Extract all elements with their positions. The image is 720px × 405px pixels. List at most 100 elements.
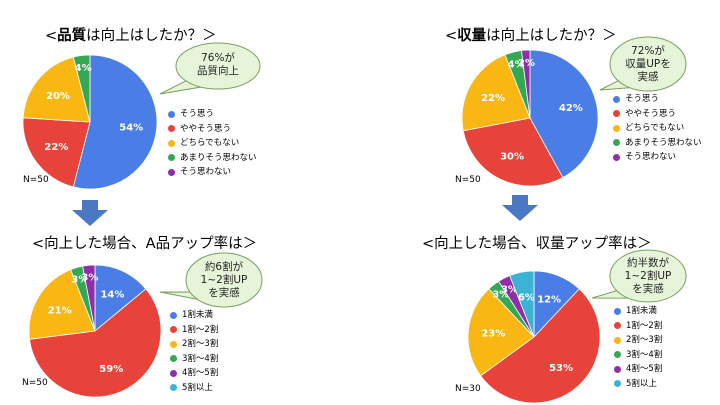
sample-size-label: N=30 — [455, 384, 481, 394]
chart-panel-quality: <品質は向上はしたか？＞ 54% 22% 20% 4% 76%が 品質向上 そう思うやや… — [0, 0, 350, 195]
slice-data-label: 3% — [81, 273, 98, 284]
sample-size-label: N=50 — [23, 175, 49, 185]
pie-slice — [480, 288, 601, 404]
slice-data-label: 3% — [71, 275, 88, 286]
legend-item: 1割～2割 — [614, 319, 662, 334]
legend-swatch — [613, 95, 620, 103]
legend-swatch — [614, 365, 621, 373]
slice-data-label: 22% — [481, 93, 505, 104]
legend-label: 3割～4割 — [626, 349, 663, 360]
legend-label: どちらでもない — [625, 123, 685, 133]
legend-label: ややそう思う — [625, 108, 677, 119]
pie-slice — [22, 56, 91, 123]
legend: 1割未満 1割～2割 2割～3割 3割～4割 4割～5割 5割以上 — [614, 304, 662, 391]
callout-joint — [203, 291, 216, 303]
legend-swatch — [168, 125, 175, 133]
pie-slice — [82, 264, 96, 332]
pie-chart: 42% 30% 22% 4%2% — [461, 49, 599, 187]
slice-data-label: 23% — [481, 329, 505, 340]
callout-ellipse — [185, 252, 263, 308]
slice-data-label: 30% — [500, 152, 524, 163]
pie-slice — [462, 117, 564, 187]
legend: 1割未満 1割～2割 2割～3割 3割～4割 4割～5割 5割以上 — [170, 308, 218, 395]
legend: そう思う ややそう思う どちらでもない あまりそう思わない そう思わない — [168, 107, 257, 180]
title-bold: 収量 — [457, 28, 487, 44]
legend-label: そう思う — [625, 94, 660, 104]
sample-size-label: N=50 — [455, 175, 481, 185]
pie-slice — [29, 288, 162, 398]
slice-data-label: 6% — [518, 292, 535, 303]
pie-slice — [94, 264, 147, 332]
legend-swatch — [614, 380, 621, 388]
legend-swatch — [168, 168, 175, 176]
slice-data-label: 12% — [537, 294, 561, 305]
chart-panel-a-grade-rate: <向上した場合、A品アップ率は＞ 14% 59% 21% 3% 3% 約6割が 1~2割U… — [0, 210, 350, 405]
legend-swatch — [614, 351, 621, 359]
legend-swatch — [614, 322, 621, 330]
callout-joint — [627, 75, 640, 87]
legend-swatch — [613, 153, 620, 161]
legend-item: あまりそう思わない — [613, 136, 702, 151]
legend-label: 4割～5割 — [626, 364, 663, 374]
pie-chart: 54% 22% 20% 4% — [22, 54, 158, 190]
sample-size-label: N=50 — [22, 378, 48, 388]
pie-slice — [467, 288, 535, 377]
legend: そう思うややそう思う どちらでもないあまりそう思わないそう思わない — [613, 92, 702, 165]
legend-label: どちらでもない — [180, 138, 240, 148]
legend-item: 1割未満 — [170, 308, 218, 323]
legend-item: 1割～2割 — [170, 323, 218, 338]
legend-item: そう思わない — [168, 165, 257, 180]
legend-item: 2割～3割 — [614, 333, 662, 348]
chart-title: <収量は向上はしたか？＞ — [445, 28, 617, 44]
legend-swatch — [613, 124, 620, 132]
legend-item: 1割未満 — [614, 304, 662, 319]
legend-item: どちらでもない — [168, 136, 257, 151]
title-bold: 品質 — [57, 28, 87, 44]
legend-item: そう思う — [613, 92, 702, 107]
pie-slice — [529, 49, 599, 179]
callout-text: 76%が 品質向上 — [197, 52, 239, 77]
legend-swatch — [170, 340, 177, 348]
legend-swatch — [170, 355, 177, 363]
chart-title: <品質は向上はしたか？＞ — [45, 28, 217, 44]
callout-joint — [627, 287, 640, 298]
chart-panel-yield: <収量は向上はしたか？＞ 42% 30% 22% 4% 2% 72%が 収量UPを 実感 そ… — [370, 0, 720, 195]
slice-data-label: 21% — [48, 306, 72, 317]
legend-label: 3割～4割 — [182, 353, 219, 364]
pie-slice — [72, 54, 91, 123]
callout-text: 約半数が 1~2割UP を実感 — [624, 257, 672, 295]
pie-chart: 14% 59% 21% 3%3% — [28, 264, 162, 398]
legend-label: あまりそう思わない — [625, 137, 702, 148]
legend-item: 5割以上 — [614, 377, 662, 392]
legend-swatch — [614, 307, 621, 315]
callout-text: 72%が 収量UPを 実感 — [625, 45, 671, 83]
legend-label: そう思う — [180, 109, 215, 119]
legend-item: そう思わない — [613, 150, 702, 165]
legend-label: 1割未満 — [626, 306, 657, 316]
chart-title: <向上した場合、A品アップ率は＞ — [32, 236, 258, 252]
legend-label: 1割未満 — [182, 310, 213, 320]
callout-bubble — [159, 42, 261, 95]
callout-bubble — [599, 36, 687, 92]
slice-data-label: 2% — [518, 58, 535, 69]
legend-item: 3割～4割 — [614, 348, 662, 363]
legend-swatch — [613, 110, 620, 118]
callout-text: 約6割が 1~2割UP を実感 — [200, 261, 248, 299]
legend-item: 2割～3割 — [170, 337, 218, 352]
slice-data-label: 53% — [549, 363, 573, 374]
slice-data-label: 3% — [492, 290, 509, 301]
legend-label: 2割～3割 — [626, 335, 663, 345]
callout-bubble — [591, 249, 687, 303]
legend-item: 3割～4割 — [170, 352, 218, 367]
legend-swatch — [170, 311, 177, 319]
legend-label: ややそう思う — [180, 123, 232, 134]
legend-label: 5割以上 — [626, 378, 657, 389]
slice-data-label: 22% — [44, 142, 68, 153]
legend-item: 5割以上 — [170, 381, 218, 396]
callout-bubble — [159, 252, 263, 308]
callout-joint — [195, 75, 209, 85]
legend-label: 2割～3割 — [182, 339, 219, 349]
legend-swatch — [170, 369, 177, 377]
legend-item: ややそう思う — [168, 122, 257, 137]
chart-title: <向上した場合、収量アップ率は＞ — [422, 236, 652, 252]
